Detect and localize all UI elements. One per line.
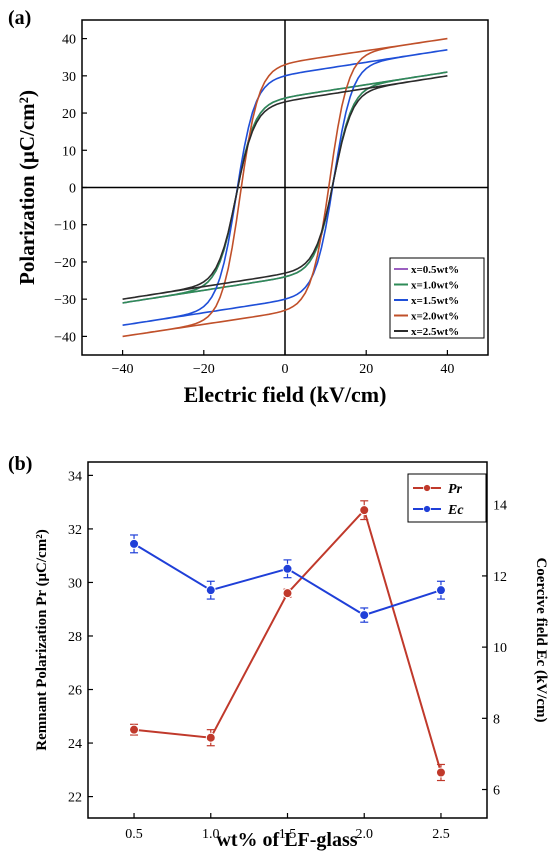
panel-label-b: (b) <box>8 453 32 475</box>
y-tick-label-b-left: 28 <box>68 630 82 645</box>
y-tick-label-b-left: 30 <box>68 576 82 591</box>
y-tick-label-b-right: 14 <box>493 499 507 514</box>
data-point-pr <box>435 767 446 778</box>
x-tick-label-b: 1.5 <box>279 827 297 842</box>
legend-label-a: x=1.5wt% <box>411 295 459 307</box>
y-tick-label-b-right: 6 <box>493 784 500 799</box>
panel-label-a: (a) <box>8 7 31 29</box>
data-point-ec <box>129 538 140 549</box>
data-point-ec <box>435 585 446 596</box>
data-point-ec <box>205 585 216 596</box>
y-tick-label-b-left: 24 <box>68 737 82 752</box>
y-tick-label-b-right: 8 <box>493 712 500 727</box>
y-tick-label-a: −10 <box>54 219 76 234</box>
data-point-pr <box>359 505 370 516</box>
legend-box-b <box>407 473 487 523</box>
y-tick-label-b-left: 32 <box>68 523 82 538</box>
y-tick-label-a: −30 <box>54 293 76 308</box>
y-axis-title-b-right: Coercive field Ec (kV/cm) <box>533 557 549 722</box>
x-axis-title-a: Electric field (kV/cm) <box>184 382 387 407</box>
hysteresis-loop-3 <box>122 49 448 326</box>
data-point-ec <box>282 563 293 574</box>
legend-label-b: Ec <box>447 503 464 518</box>
x-tick-label-b: 0.5 <box>125 827 143 842</box>
x-axis-title-b: wt% of LF-glass <box>216 829 357 851</box>
legend-marker-b <box>423 505 431 513</box>
y-tick-label-a: 10 <box>62 144 76 159</box>
data-point-pr <box>282 588 293 599</box>
y-axis-title-a: Polarization (μC/cm²) <box>15 90 39 285</box>
hysteresis-loop-5 <box>122 75 448 300</box>
x-tick-label-a: −20 <box>193 362 215 377</box>
x-tick-label-b: 1.0 <box>202 827 220 842</box>
y-tick-label-a: 20 <box>62 107 76 122</box>
x-tick-label-a: 40 <box>440 362 454 377</box>
x-tick-label-a: 20 <box>359 362 373 377</box>
y-axis-title-b-left: Remnant Polarization Pr (μC/cm²) <box>34 529 50 750</box>
panel-a-hysteresis-chart: −40 −20 0 20 40 −40 −30 −20 −10 0 10 20 30 40 Electric… <box>8 7 489 407</box>
y-tick-label-a: 30 <box>62 70 76 85</box>
x-tick-label-a: 0 <box>282 362 289 377</box>
hysteresis-loop-4 <box>122 37 448 338</box>
legend-label-a: x=2.5wt% <box>411 326 459 338</box>
legend-marker-b <box>423 484 431 492</box>
panel-b-pr-ec-chart: 0.5 1.0 1.5 2.0 2.5 22 24 26 28 30 32 34 6 8 10 12 14 wt%… <box>8 453 549 851</box>
y-tick-label-a: −20 <box>54 256 76 271</box>
y-tick-label-a: 40 <box>62 33 76 48</box>
y-tick-label-b-left: 22 <box>68 791 82 806</box>
y-tick-label-b-right: 10 <box>493 641 507 656</box>
x-tick-label-a: −40 <box>112 362 134 377</box>
legend-label-a: x=2.0wt% <box>411 311 459 323</box>
x-tick-label-b: 2.0 <box>355 827 373 842</box>
y-tick-label-b-right: 12 <box>493 570 507 585</box>
data-point-ec <box>359 610 370 621</box>
y-tick-label-a: −40 <box>54 330 76 345</box>
legend-label-a: x=0.5wt% <box>411 264 459 276</box>
legend-label-b: Pr <box>448 482 463 497</box>
y-tick-label-b-left: 34 <box>68 469 82 484</box>
data-point-pr <box>129 724 140 735</box>
series-line-ec <box>133 543 442 617</box>
data-point-pr <box>205 732 216 743</box>
legend-box-a <box>389 257 485 339</box>
legend-label-a: x=1.0wt% <box>411 280 459 292</box>
x-tick-label-b: 2.5 <box>432 827 450 842</box>
series-line-pr <box>133 508 442 773</box>
y-tick-label-b-left: 26 <box>68 684 82 699</box>
y-tick-label-a: 0 <box>69 182 76 197</box>
